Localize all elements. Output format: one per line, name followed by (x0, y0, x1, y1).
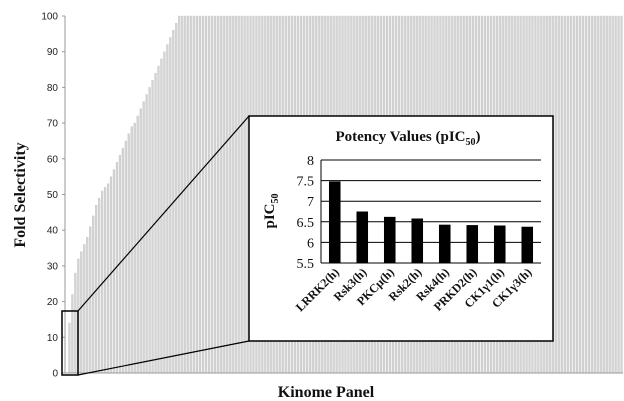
main-y-tick-label: 90 (47, 47, 59, 58)
inset-y-tick-label: 7.5 (297, 175, 315, 190)
main-bar (190, 15, 193, 374)
main-bar (572, 15, 576, 374)
main-y-ticks: 0 10 20 30 40 50 60 70 80 90 100 (41, 12, 65, 380)
main-bar (83, 244, 86, 374)
main-bar (590, 15, 593, 374)
main-bar (608, 15, 611, 374)
main-bar (213, 15, 216, 374)
main-bar (587, 15, 590, 374)
inset-bar (383, 216, 396, 263)
main-y-tick-label: 20 (47, 297, 59, 308)
main-y-tick-label: 100 (41, 12, 58, 23)
inset-title: Potency Values (pIC50) (335, 129, 480, 148)
main-bar (225, 15, 228, 374)
inset-y-tick-label: 6 (307, 236, 314, 251)
inset-y-tick-label: 5.5 (297, 257, 315, 272)
main-bar (564, 15, 567, 374)
main-bar (184, 15, 187, 374)
main-bar (614, 15, 617, 374)
main-bar (216, 15, 219, 374)
main-bar (80, 251, 83, 374)
inset-bars (328, 181, 534, 263)
zoom-line-top (77, 115, 250, 312)
main-bar (602, 15, 605, 374)
main-bar (201, 15, 205, 374)
main-y-tick-label: 30 (47, 261, 59, 272)
main-bar (555, 15, 558, 374)
inset-bar (438, 224, 451, 263)
inset-y-label-sub: 50 (270, 193, 281, 203)
zoom-line-bottom (77, 340, 250, 376)
inset-y-label-main: pIC (262, 203, 278, 228)
inset-bar (493, 225, 506, 263)
main-y-tick-label: 50 (47, 190, 59, 201)
main-bar (561, 15, 564, 374)
main-bar (198, 15, 202, 374)
main-y-axis-label: Fold Selectivity (12, 142, 29, 247)
main-bar (86, 237, 89, 374)
main-bar (596, 15, 599, 374)
main-y-tick-label: 70 (47, 119, 59, 130)
main-bar (581, 15, 585, 374)
main-bar (210, 15, 214, 374)
main-bar (620, 15, 623, 374)
main-bar (187, 15, 190, 374)
main-bar (569, 15, 573, 374)
inset-y-tick-label: 8 (307, 154, 314, 169)
main-bar (222, 15, 225, 374)
inset-y-tick-label: 7 (307, 195, 314, 210)
inset-bar (328, 181, 341, 263)
main-bar (246, 15, 249, 374)
main-y-tick-label: 60 (47, 154, 59, 165)
main-bar (558, 15, 561, 374)
main-bar (219, 15, 222, 374)
main-y-tick-label: 10 (47, 333, 59, 344)
main-bar (228, 15, 231, 374)
inset-bar (356, 211, 369, 263)
main-bar (593, 15, 596, 374)
main-bar (599, 15, 602, 374)
inset-title-main: Potency Values (pIC (335, 129, 465, 145)
main-x-axis-label: Kinome Panel (278, 384, 375, 401)
inset-y-tick-label: 6.5 (297, 216, 315, 231)
main-bar (605, 15, 608, 374)
inset-title-sub: 50 (466, 137, 476, 148)
main-bar (204, 15, 208, 374)
inset-bar (411, 218, 424, 263)
main-bar (133, 122, 136, 374)
inset-bar (466, 225, 479, 263)
main-bar (74, 272, 77, 374)
inset-title-close: ) (476, 129, 481, 145)
main-bar (234, 15, 237, 374)
main-bar (207, 15, 211, 374)
main-bar (617, 15, 620, 374)
main-bar (611, 15, 614, 374)
main-bar (584, 15, 588, 374)
main-bar (68, 322, 71, 374)
main-bar (231, 15, 234, 374)
inset-y-ticks: 5.5 6 6.5 7 7.5 8 (297, 154, 315, 272)
main-bar (240, 15, 243, 374)
main-bar (237, 15, 240, 374)
main-bar (181, 15, 184, 374)
zoom-box (61, 310, 79, 376)
main-bar (89, 226, 92, 374)
inset-y-axis-label: pIC50 (262, 193, 281, 228)
main-bar (195, 15, 199, 374)
main-bar (243, 15, 246, 374)
inset-chart: Potency Values (pIC50) 5.566.577.58 LRRK… (248, 115, 554, 342)
main-bar (566, 15, 570, 374)
main-y-tick-label: 0 (52, 369, 58, 380)
main-y-tick-label: 40 (47, 226, 59, 237)
main-bar (193, 15, 196, 374)
inset-bar (521, 226, 534, 263)
zoom-indicator (61, 115, 250, 376)
main-bar (575, 15, 579, 374)
main-bar (71, 294, 74, 374)
main-bar (578, 15, 582, 374)
main-y-tick-label: 80 (47, 83, 59, 94)
